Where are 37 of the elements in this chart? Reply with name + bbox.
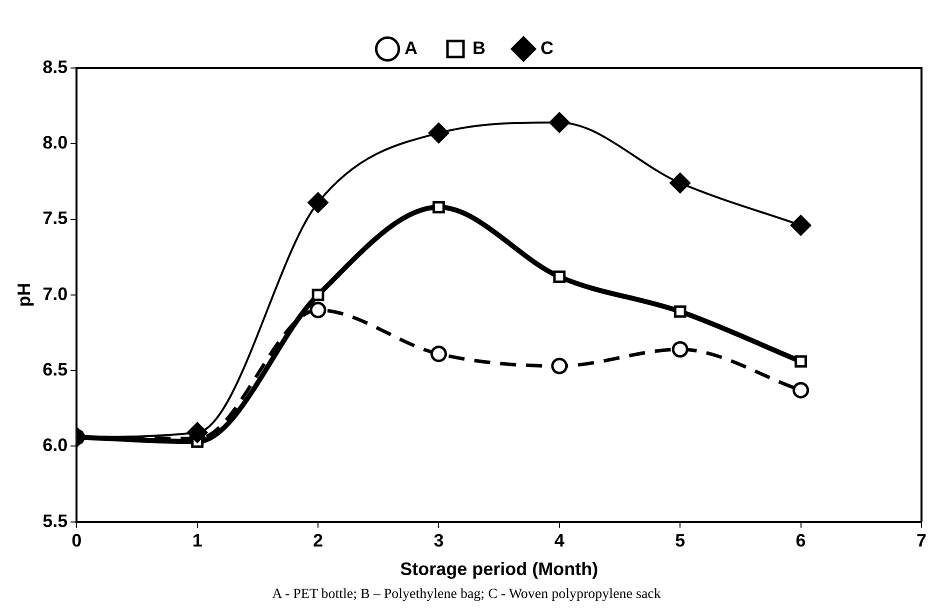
x-tick-label: 6 <box>796 530 806 551</box>
y-tick-label: 8.0 <box>42 132 68 153</box>
point <box>792 382 810 398</box>
point <box>187 422 208 443</box>
point <box>551 358 568 374</box>
y-axis-title: pH <box>14 282 34 307</box>
y-tick-label: 7.0 <box>42 284 68 304</box>
point <box>794 355 808 368</box>
point <box>674 305 686 318</box>
point <box>670 172 690 194</box>
x-tick-label: 0 <box>72 530 82 551</box>
point <box>308 192 328 213</box>
point <box>432 200 445 214</box>
y-tick-label: 6.5 <box>42 360 68 380</box>
x-axis-title: Storage period (Month) <box>400 559 598 580</box>
y-tick-label: 6.0 <box>42 435 68 456</box>
legend-label: B <box>472 38 486 58</box>
point <box>672 341 688 358</box>
x-tick-label: 3 <box>434 530 444 551</box>
legend-label: C <box>540 38 554 58</box>
y-tick-label: 5.5 <box>42 510 68 531</box>
point <box>790 215 812 236</box>
point <box>428 122 449 144</box>
x-tick-label: 5 <box>675 530 686 551</box>
x-tick-label: 7 <box>916 530 927 551</box>
y-tick-label: 8.5 <box>42 56 68 77</box>
x-tick-label: 2 <box>313 530 324 551</box>
x-tick-label: 4 <box>554 530 564 551</box>
point <box>310 302 326 318</box>
point <box>430 346 447 362</box>
legend-label: A <box>404 38 418 58</box>
point <box>312 288 324 302</box>
x-tick-label: 1 <box>192 530 202 551</box>
text: A - PET bottle; B – Polyethylene bag; C - Woven polypropylene sack <box>271 587 662 603</box>
point <box>549 112 570 133</box>
point <box>553 270 566 283</box>
y-tick-label: 7.5 <box>42 208 68 228</box>
